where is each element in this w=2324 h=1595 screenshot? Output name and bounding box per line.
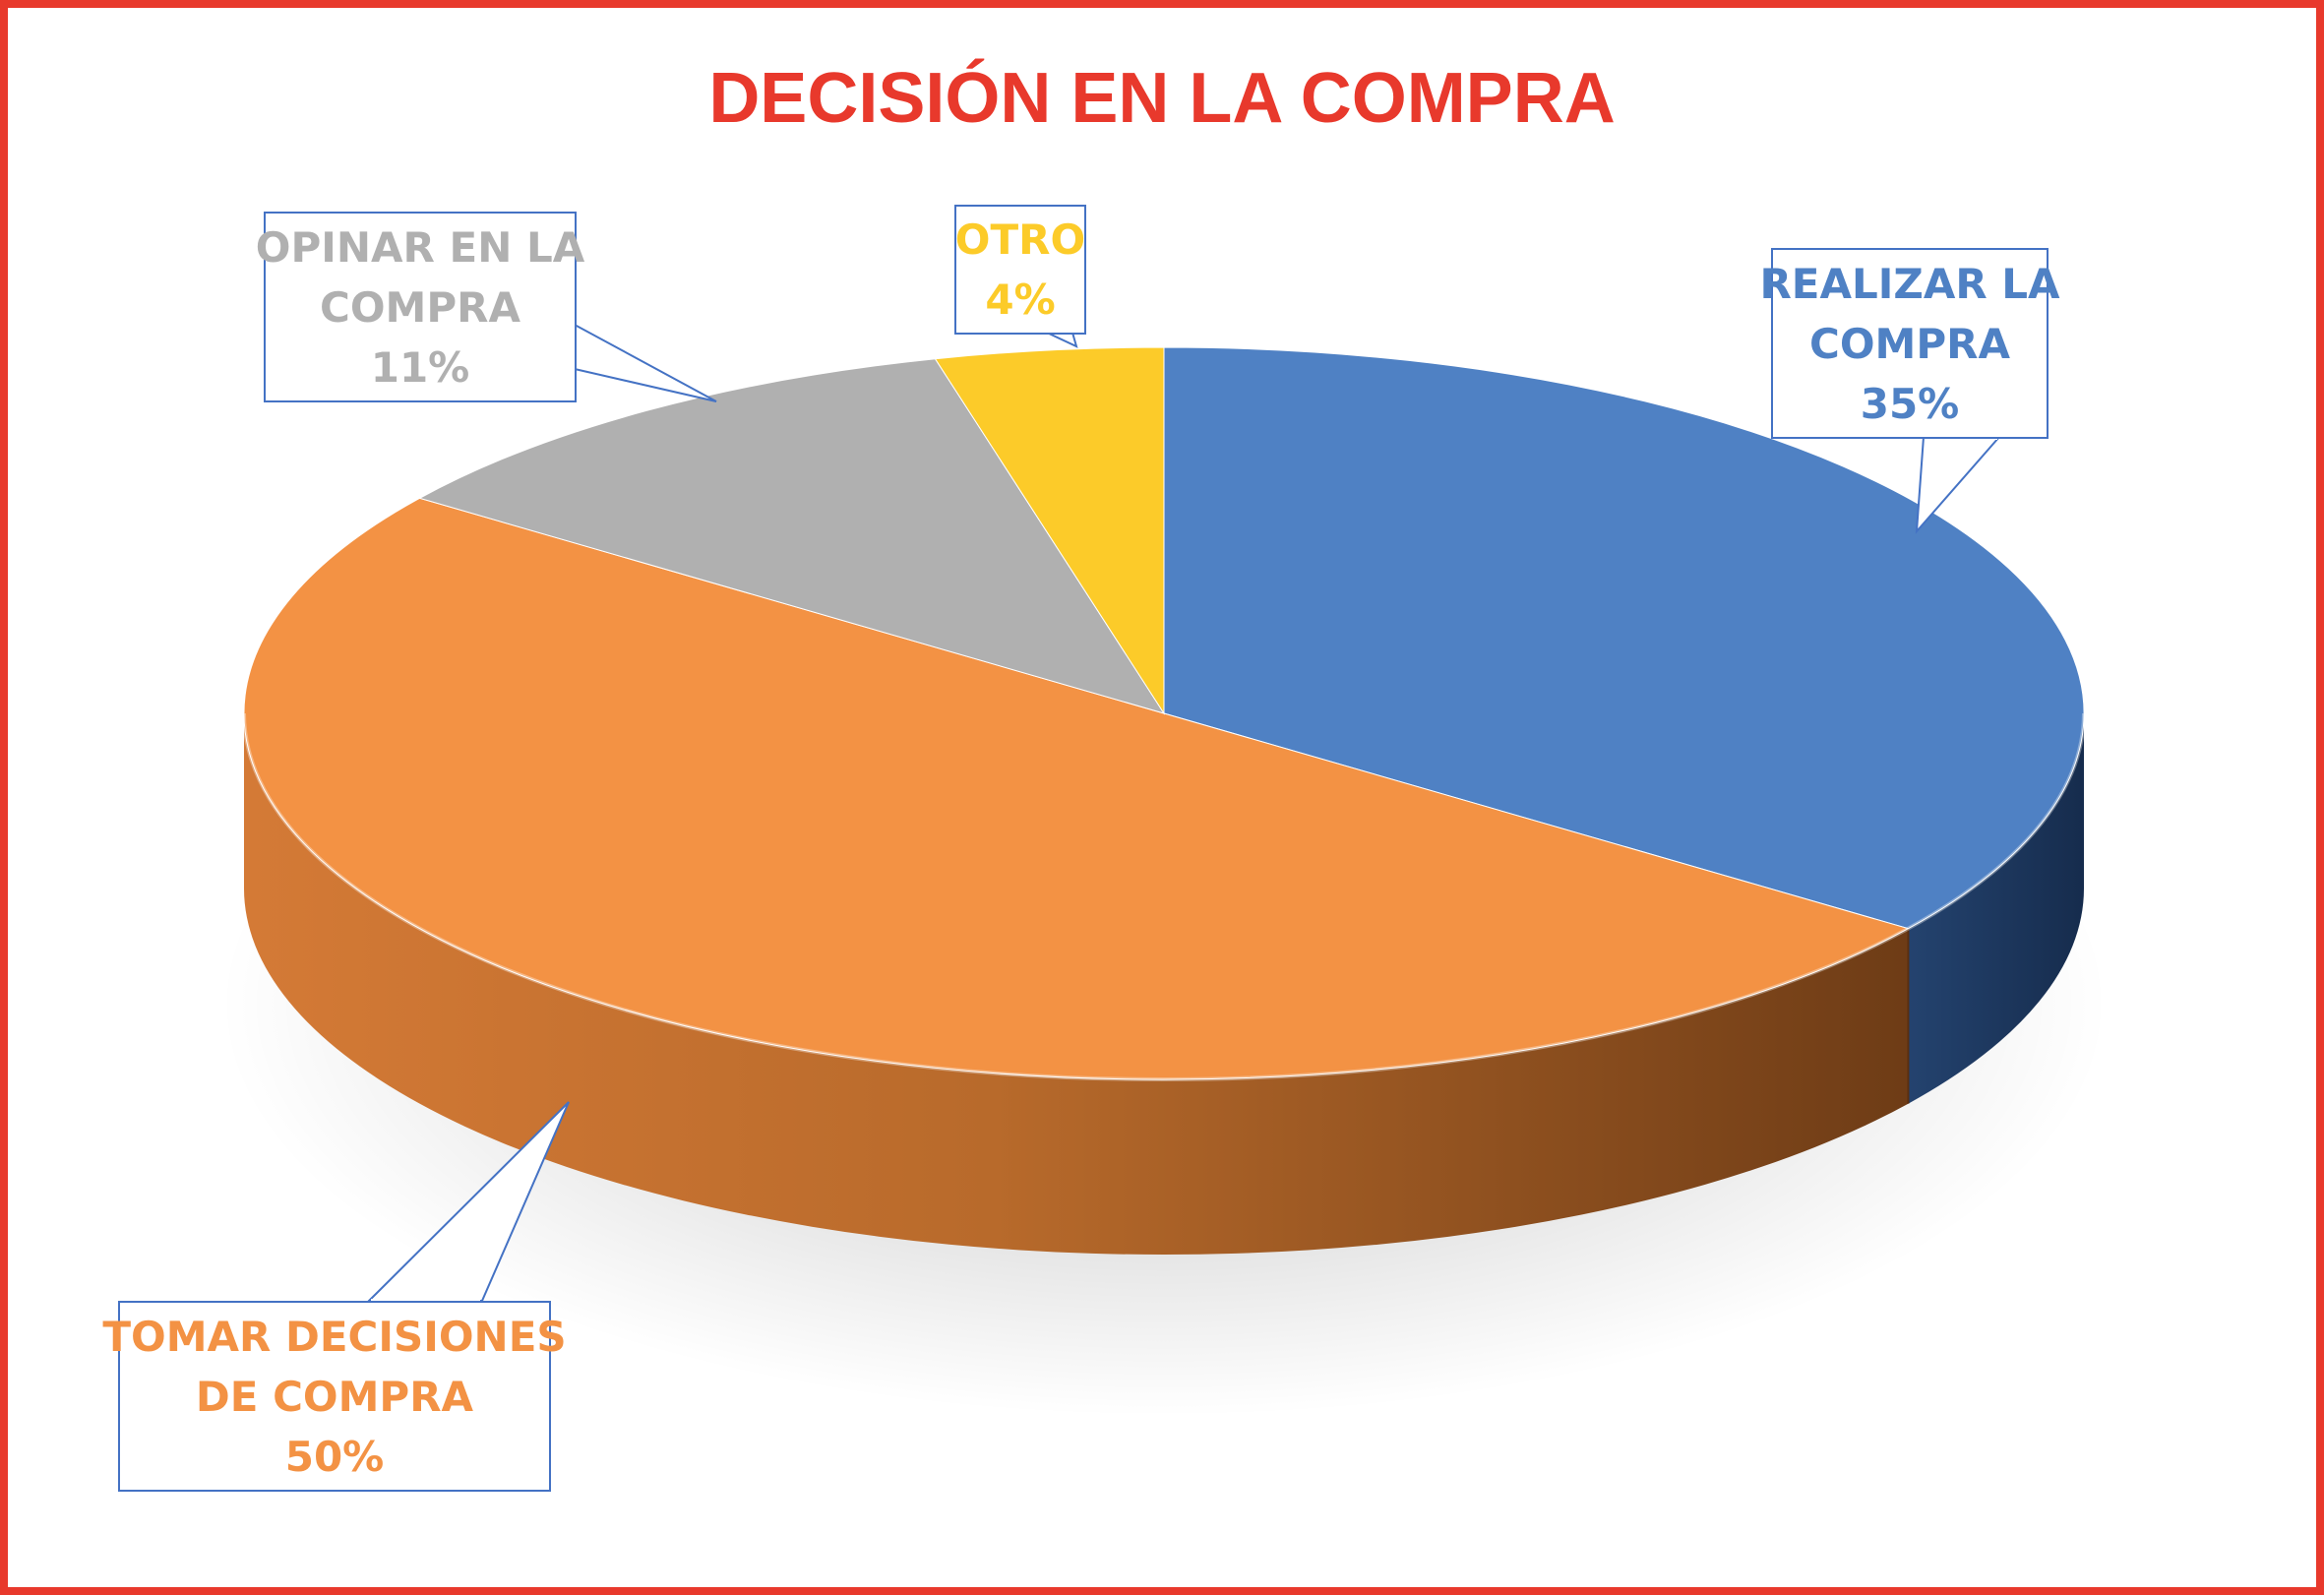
pie-tops bbox=[242, 346, 2086, 1081]
callout-label-line: OTRO bbox=[954, 215, 1086, 264]
callout-value: 50% bbox=[284, 1432, 385, 1481]
chart-title: DECISIÓN EN LA COMPRA bbox=[708, 59, 1616, 138]
pie-rim-highlight bbox=[242, 712, 2086, 1081]
pie-slice-tomar-decisiones-de-compra bbox=[243, 497, 1910, 1080]
leader-opinar bbox=[574, 323, 717, 402]
callout-opinar-en-la-compra: OPINAR EN LA COMPRA 11% bbox=[256, 212, 584, 402]
leader-otro bbox=[1046, 332, 1078, 348]
callout-realizar-la-compra: REALIZAR LA COMPRA 35% bbox=[1759, 248, 2060, 439]
pie-sides bbox=[243, 713, 2084, 1256]
leader-realizar bbox=[1915, 436, 2002, 534]
callout-label-line: COMPRA bbox=[320, 282, 520, 332]
callout-value: 4% bbox=[985, 276, 1056, 324]
pie-slice-otro bbox=[934, 346, 1165, 715]
callout-label-line: COMPRA bbox=[1809, 319, 2010, 368]
pie-slice-realizar-la-compra bbox=[1163, 346, 2085, 930]
callout-value: 35% bbox=[1860, 379, 1960, 428]
callout-label-line: REALIZAR LA bbox=[1759, 259, 2060, 308]
callout-label-line: OPINAR EN LA bbox=[255, 222, 585, 272]
callout-label-line: DE COMPRA bbox=[195, 1372, 474, 1421]
pie-side-tomar-decisiones-de-compra bbox=[243, 713, 1909, 1256]
pie-slice-opinar-en-la-compra bbox=[418, 358, 1166, 714]
callout-tomar-decisiones-de-compra: TOMAR DECISIONES DE COMPRA 50% bbox=[102, 1301, 567, 1492]
callout-otro: OTRO 4% bbox=[954, 205, 1086, 335]
pie-side-realizar-la-compra bbox=[1908, 713, 2084, 1104]
callout-label-line: TOMAR DECISIONES bbox=[102, 1312, 567, 1361]
callout-value: 11% bbox=[370, 342, 470, 392]
